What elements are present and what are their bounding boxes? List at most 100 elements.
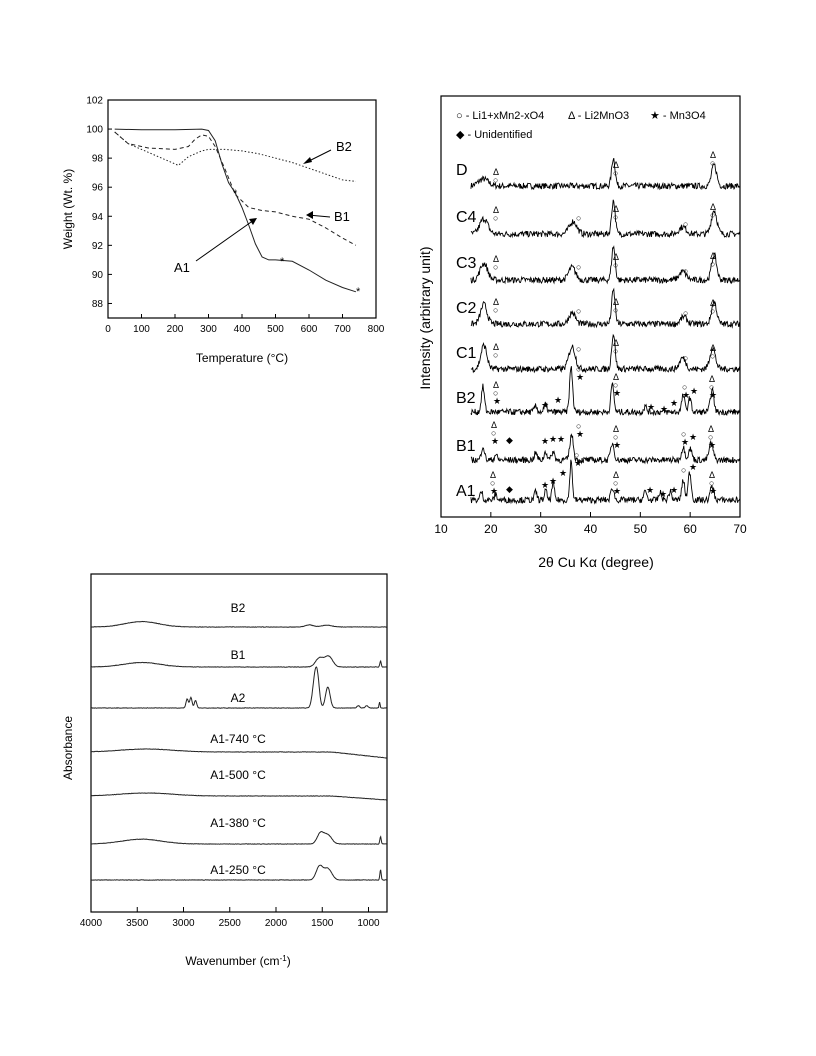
xrd-x-ticks: 10 20 30 40 50 60 70 [434, 512, 747, 536]
xrd-marker: ★ [660, 404, 668, 414]
xrd-marker: ○ [613, 260, 618, 270]
tga-label-a1: A1 [174, 260, 190, 275]
xrd-marker: ○ [683, 353, 688, 363]
tga-series-group [114, 128, 357, 293]
xrd-marker: ★ [541, 400, 549, 410]
tga-x-tick-label: 700 [334, 324, 351, 335]
xrd-marker: ○ [493, 175, 498, 185]
xrd-marker: Δ [710, 150, 716, 160]
xrd-legend-item-unidentified: ◆ - Unidentified [456, 129, 532, 141]
xrd-marker: ○ [683, 308, 688, 318]
tga-x-tick-label: 200 [167, 324, 184, 335]
xrd-marker: ★ [647, 402, 655, 412]
tga-x-tick-label: 600 [301, 324, 318, 335]
tga-x-tick-label: 300 [200, 324, 217, 335]
xrd-marker: ○ [710, 351, 715, 361]
xrd-marker: Δ [493, 380, 499, 390]
xrd-pattern-a1 [470, 459, 741, 505]
xrd-marker: ○ [710, 259, 715, 269]
xrd-marker: ★ [541, 480, 549, 490]
tga-y-tick-label: 96 [92, 183, 104, 194]
xrd-marker: ★ [559, 468, 567, 478]
xrd-marker: Δ [613, 424, 619, 434]
xrd-marker: ★ [709, 486, 717, 496]
xrd-marker: ★ [613, 388, 621, 398]
xrd-marker: ○ [493, 305, 498, 315]
ir-spectrum-label: A2 [231, 691, 246, 705]
xrd-x-tick-label: 20 [484, 522, 498, 536]
xrd-marker: ○ [708, 432, 713, 442]
ir-spectrum-label: B2 [231, 601, 246, 615]
xrd-marker: ★ [576, 429, 584, 439]
tga-y-tick-label: 100 [86, 125, 103, 136]
ir-x-tick-label: 2000 [265, 918, 288, 929]
xrd-marker: ★ [682, 390, 690, 400]
tga-label-b1: B1 [334, 209, 350, 224]
xrd-marker: ★ [659, 489, 667, 499]
xrd-marker: Δ [613, 372, 619, 382]
xrd-marker: ○ [613, 432, 618, 442]
xrd-marker: ○ [493, 388, 498, 398]
xrd-marker: ○ [613, 212, 618, 222]
tga-star-marker-1: * [233, 188, 238, 200]
xrd-marker: ★ [549, 476, 557, 486]
ir-spectrum-label: A1-250 °C [210, 863, 266, 877]
xrd-marker: ○ [493, 262, 498, 272]
ir-spectrum [91, 666, 387, 709]
xrd-marker: Δ [493, 254, 499, 264]
xrd-marker: Δ [490, 470, 496, 480]
xrd-pattern-label: B1 [456, 438, 476, 455]
xrd-marker: Δ [491, 420, 497, 430]
xrd-marker: ★ [557, 434, 565, 444]
xrd-marker: ○ [574, 450, 579, 460]
ir-plot-frame [90, 573, 388, 913]
xrd-marker: Δ [613, 204, 619, 214]
xrd-marker: ★ [690, 386, 698, 396]
tga-x-tick-label: 800 [368, 324, 385, 335]
xrd-marker: ○ [681, 429, 686, 439]
ir-series-group: B2 B1 A2 A1-740 °C A1-500 °C A1-380 °C A1-250 … [90, 601, 387, 881]
xrd-marker: ★ [689, 432, 697, 442]
xrd-marker: ★ [541, 436, 549, 446]
xrd-marker: ★ [681, 437, 689, 447]
xrd-marker: Δ [613, 252, 619, 262]
xrd-pattern-label: C4 [456, 209, 477, 226]
xrd-marker: Δ [708, 424, 714, 434]
xrd-marker: ◆ [506, 435, 513, 445]
xrd-marker: ★ [613, 440, 621, 450]
xrd-marker: Δ [493, 342, 499, 352]
ir-spectrum-label: A1-740 °C [210, 732, 266, 746]
xrd-marker: ★ [646, 485, 654, 495]
xrd-marker: ○ [710, 210, 715, 220]
tga-arrow-a1 [195, 219, 255, 262]
xrd-marker: ○ [682, 382, 687, 392]
xrd-marker: ★ [689, 462, 697, 472]
tga-x-axis-label: Temperature (°C) [196, 351, 288, 365]
ir-spectrum [90, 864, 387, 881]
ir-spectrum [90, 655, 387, 668]
xrd-marker: Δ [710, 202, 716, 212]
xrd-pattern-c2 [470, 287, 741, 329]
xrd-x-tick-label: 30 [534, 522, 548, 536]
ir-spectrum [90, 748, 387, 759]
tga-series-b1 [114, 131, 357, 246]
xrd-marker: ○ [576, 421, 581, 431]
ir-x-tick-label: 1000 [357, 918, 380, 929]
xrd-marker: ★ [613, 486, 621, 496]
xrd-marker: ◆ [506, 484, 513, 494]
xrd-pattern-d [470, 157, 741, 191]
tga-y-tick-label: 102 [86, 96, 103, 107]
tga-arrowhead-b2 [303, 157, 312, 164]
xrd-marker: ○ [613, 305, 618, 315]
xrd-marker: ○ [576, 306, 581, 316]
xrd-x-tick-label: 70 [733, 522, 747, 536]
xrd-marker: ○ [681, 465, 686, 475]
xrd-y-axis-label: Intensity (arbitrary unit) [417, 246, 433, 389]
ir-x-tick-label: 2500 [219, 918, 242, 929]
xrd-marker: Δ [613, 470, 619, 480]
xrd-pattern-c3 [470, 245, 741, 285]
xrd-series-group: D C4 C3 C2 C1 B2 B1 A1 [456, 157, 741, 505]
xrd-marker: ○ [613, 478, 618, 488]
xrd-marker: Δ [710, 343, 716, 353]
xrd-marker: Δ [710, 251, 716, 261]
